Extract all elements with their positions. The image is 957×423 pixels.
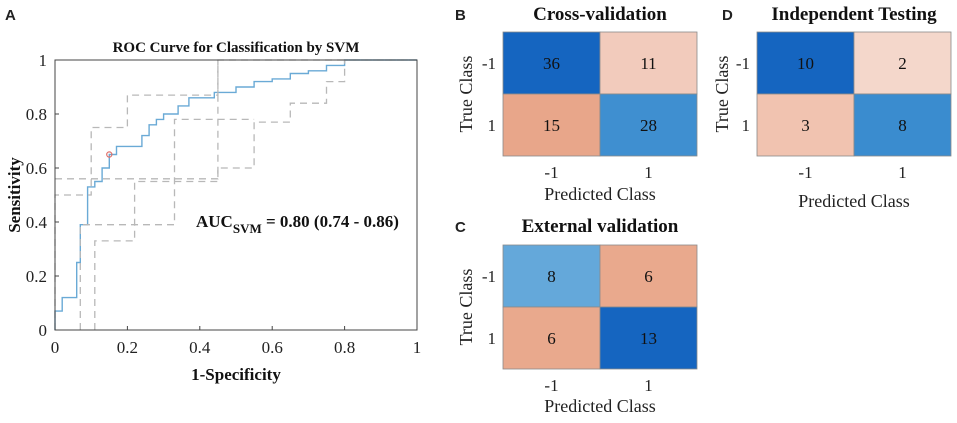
cm-cross-validation-col-label: 1 — [644, 163, 653, 182]
cm-cross-validation-cell — [502, 93, 601, 157]
cm-independent-testing-row-label: 1 — [742, 116, 751, 135]
roc-axes-box — [54, 59, 418, 331]
cm-external-validation-row-label: 1 — [488, 329, 497, 348]
panel-label-b: B — [455, 7, 466, 24]
cm-external-validation-cell-value: 13 — [640, 329, 657, 348]
cm-cross-validation-cell — [599, 93, 698, 157]
confusion-matrix-external-validation: External validation 8 6 6 13 -1 1 -1 1 Predicte… — [456, 216, 698, 416]
cm-cross-validation-row-label: -1 — [482, 54, 496, 73]
roc-y-tick-label: 0.4 — [26, 213, 48, 232]
cm-cross-validation-cells: 36 11 15 28 -1 1 -1 1 — [482, 31, 698, 182]
roc-x-tick-label: 1 — [413, 338, 422, 357]
cm-independent-testing-col-label: 1 — [898, 163, 907, 182]
cm-independent-testing-cell — [853, 31, 952, 95]
cm-cross-validation-x-label: Predicted Class — [544, 184, 655, 204]
cm-cross-validation-cell-value: 11 — [640, 54, 656, 73]
roc-y-ticks: 0 0.2 0.4 0.6 0.8 1 — [26, 51, 59, 340]
cm-independent-testing-col-label: -1 — [798, 163, 812, 182]
cm-cross-validation-col-label: -1 — [544, 163, 558, 182]
cm-independent-testing-cell — [756, 93, 855, 157]
cm-cross-validation-cell — [599, 31, 698, 95]
cm-independent-testing-x-label: Predicted Class — [798, 191, 909, 211]
roc-y-tick-label: 1 — [39, 51, 48, 70]
cm-external-validation-cell — [599, 244, 698, 308]
panel-label-c: C — [455, 219, 466, 236]
cm-cross-validation-cell-value: 28 — [640, 116, 657, 135]
confusion-matrix-independent-testing: Independent Testing 10 2 3 8 -1 1 -1 1 Predicte… — [712, 4, 952, 211]
panel-label-d: D — [722, 7, 733, 24]
auc-value: = 0.80 (0.74 - 0.86) — [262, 212, 399, 231]
cm-cross-validation-cell-value: 15 — [543, 116, 560, 135]
cm-independent-testing-cell-value: 2 — [898, 54, 907, 73]
cm-external-validation-cell — [599, 306, 698, 370]
cm-external-validation-cell-value: 6 — [644, 267, 653, 286]
roc-x-tick-label: 0 — [51, 338, 60, 357]
cm-independent-testing-cell — [853, 93, 952, 157]
roc-x-tick-label: 0.6 — [262, 338, 283, 357]
roc-y-tick-label: 0 — [39, 321, 48, 340]
auc-annotation: AUCSVM = 0.80 (0.74 - 0.86) — [196, 212, 399, 236]
roc-x-tick-label: 0.8 — [334, 338, 355, 357]
auc-subscript: SVM — [233, 221, 262, 236]
cm-cross-validation-cell — [502, 31, 601, 95]
roc-y-tick-label: 0.2 — [26, 267, 47, 286]
cm-external-validation-cell — [502, 306, 601, 370]
roc-plot-area — [54, 59, 418, 331]
roc-line-lower-bound — [94, 59, 417, 330]
panel-label-a: A — [5, 7, 16, 24]
auc-prefix: AUC — [196, 212, 233, 231]
roc-x-label: 1-Specificity — [191, 365, 281, 384]
roc-operating-point — [106, 151, 113, 158]
cm-external-validation-cell-value: 6 — [547, 329, 556, 348]
roc-title: ROC Curve for Classification by SVM — [113, 40, 360, 56]
roc-y-label: Sensitivity — [5, 157, 24, 233]
roc-x-ticks: 0 0.2 0.4 0.6 0.8 1 — [51, 326, 422, 357]
cm-external-validation-cell — [502, 244, 601, 308]
cm-cross-validation-y-label: True Class — [456, 56, 476, 133]
roc-x-tick-label: 0.4 — [189, 338, 211, 357]
roc-chart: ROC Curve for Classification by SVM 0 0.2… — [5, 40, 421, 384]
confusion-matrix-cross-validation: Cross-validation 36 11 15 28 -1 1 -1 1 Predicte… — [456, 4, 698, 204]
cm-cross-validation-title: Cross-validation — [533, 4, 667, 25]
cm-independent-testing-cell — [756, 31, 855, 95]
cm-independent-testing-cell-value: 8 — [898, 116, 907, 135]
cm-external-validation-y-label: True Class — [456, 269, 476, 346]
roc-plot-background — [55, 60, 417, 330]
cm-cross-validation-cell-value: 36 — [543, 54, 560, 73]
cm-independent-testing-cell-value: 10 — [797, 54, 814, 73]
roc-x-tick-label: 0.2 — [117, 338, 138, 357]
cm-external-validation-cells: 8 6 6 13 -1 1 -1 1 — [482, 244, 698, 395]
cm-independent-testing-cells: 10 2 3 8 -1 1 -1 1 — [736, 31, 952, 182]
cm-external-validation-x-label: Predicted Class — [544, 396, 655, 416]
cm-external-validation-cell-value: 8 — [547, 267, 556, 286]
cm-independent-testing-y-label: True Class — [712, 56, 732, 133]
roc-y-tick-label: 0.6 — [26, 159, 47, 178]
cm-external-validation-row-label: -1 — [482, 267, 496, 286]
cm-external-validation-title: External validation — [522, 216, 679, 237]
cm-independent-testing-cell-value: 3 — [801, 116, 810, 135]
cm-external-validation-col-label: -1 — [544, 376, 558, 395]
cm-external-validation-col-label: 1 — [644, 376, 653, 395]
cm-cross-validation-row-label: 1 — [488, 116, 497, 135]
roc-y-tick-label: 0.8 — [26, 105, 47, 124]
cm-independent-testing-title: Independent Testing — [771, 4, 937, 25]
cm-independent-testing-row-label: -1 — [736, 54, 750, 73]
roc-line-dashed-guide-1 — [55, 60, 219, 180]
